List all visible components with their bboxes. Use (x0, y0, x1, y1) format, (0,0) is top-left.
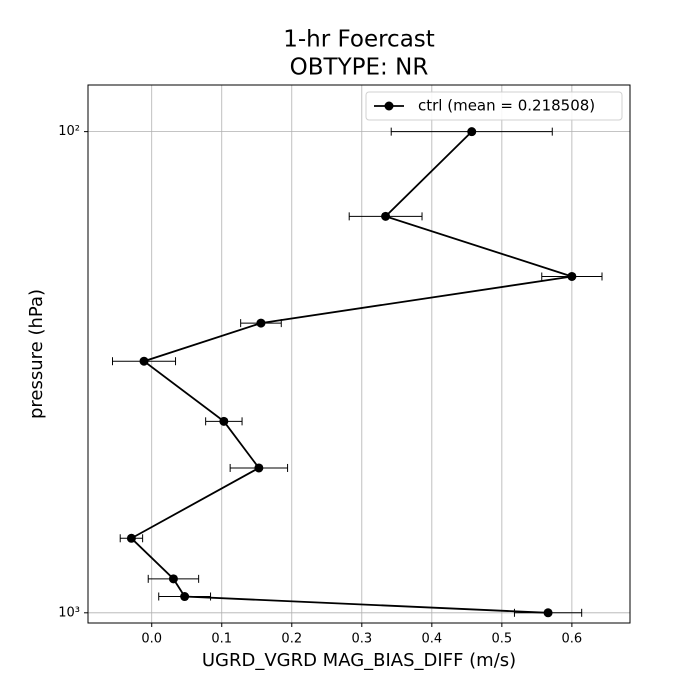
point (256, 318, 266, 328)
chart-title: 1-hr Foercast (283, 27, 435, 53)
point (381, 211, 391, 221)
point (139, 356, 149, 366)
point (180, 592, 190, 602)
y-axis-label: pressure (hPa) (26, 289, 47, 419)
point (567, 271, 577, 281)
x-tick-label: 0.4 (421, 632, 442, 647)
chart-subtitle: OBTYPE: NR (290, 55, 429, 81)
legend-marker (384, 101, 394, 111)
x-tick-label: 0.1 (211, 632, 232, 647)
legend-label: ctrl (mean = 0.218508) (418, 97, 595, 115)
point (219, 416, 229, 426)
point (467, 127, 477, 137)
point (168, 574, 178, 584)
point (543, 608, 553, 618)
y-tick-label: 10² (58, 124, 80, 139)
x-tick-label: 0.3 (351, 632, 372, 647)
x-tick-label: 0.0 (141, 632, 162, 647)
y-tick-label: 10³ (58, 605, 80, 620)
plot-frame (87, 84, 631, 624)
x-axis-label: UGRD_VGRD MAG_BIAS_DIFF (m/s) (202, 650, 516, 671)
x-tick-label: 0.2 (281, 632, 302, 647)
x-tick-label: 0.6 (562, 632, 583, 647)
point (254, 463, 264, 473)
line (129, 130, 573, 614)
point (126, 533, 136, 543)
x-tick-label: 0.5 (492, 632, 513, 647)
legend-box (365, 91, 623, 121)
